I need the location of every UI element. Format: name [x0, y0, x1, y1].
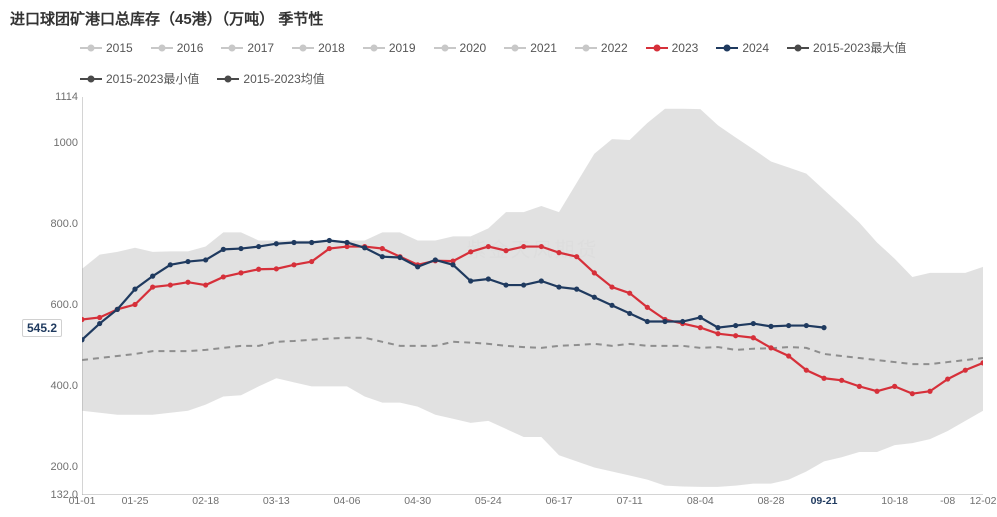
x-tick-label: 07-11 [617, 495, 643, 507]
legend-item: 2020 [434, 39, 487, 56]
value-callout: 545.2 [22, 319, 62, 337]
x-tick-label: 01-01 [69, 495, 96, 507]
legend-item: 2022 [575, 39, 628, 56]
legend-item: 2015 [80, 39, 133, 56]
x-tick-label: 08-04 [687, 495, 714, 507]
legend-item: 2019 [363, 39, 416, 56]
x-tick-label: 04-30 [404, 495, 431, 507]
legend-item: 2016 [151, 39, 204, 56]
legend-item: 2024 [716, 39, 769, 56]
legend-label: 2017 [247, 41, 274, 55]
y-tick-label: 600.0 [26, 299, 78, 311]
chart-container: 进口球团矿港口总库存（45港）（万吨） 季节性 2015 2016 2017 2018… [0, 0, 997, 517]
x-tick-label: -08 [940, 495, 955, 507]
y-tick-label: 1114 [26, 91, 78, 103]
legend: 2015 2016 2017 2018 2019 2020 2021 2022 2023 2024… [0, 33, 997, 91]
legend-item: 2015-2023最小值 [80, 70, 199, 87]
legend-label: 2020 [460, 41, 487, 55]
y-tick-label: 400.0 [26, 380, 78, 392]
legend-label: 2015-2023最小值 [106, 70, 199, 87]
legend-label: 2015 [106, 41, 133, 55]
x-tick-label: 02-18 [192, 495, 219, 507]
legend-label: 2019 [389, 41, 416, 55]
legend-label: 2021 [530, 41, 557, 55]
legend-item: 2018 [292, 39, 345, 56]
chart-title: 进口球团矿港口总库存（45港）（万吨） 季节性 [0, 0, 997, 33]
y-axis: 132.0200.0400.0600.0800.010001114 [26, 97, 78, 495]
x-tick-label: 03-13 [263, 495, 290, 507]
y-tick-label: 200.0 [26, 461, 78, 473]
legend-label: 2022 [601, 41, 628, 55]
legend-label: 2023 [672, 41, 699, 55]
chart-svg [82, 97, 983, 495]
x-axis: 01-0101-2502-1803-1304-0604-3005-2406-17… [82, 495, 983, 513]
legend-label: 2015-2023均值 [243, 70, 324, 87]
legend-label: 2024 [742, 41, 769, 55]
x-tick-label: 08-28 [758, 495, 785, 507]
x-tick-label: 05-24 [475, 495, 502, 507]
x-tick-label: 04-06 [334, 495, 361, 507]
legend-item: 2021 [504, 39, 557, 56]
legend-label: 2016 [177, 41, 204, 55]
legend-item: 2017 [221, 39, 274, 56]
y-tick-label: 800.0 [26, 218, 78, 230]
legend-item: 2015-2023最大值 [787, 39, 906, 56]
x-tick-label: 01-25 [122, 495, 149, 507]
legend-label: 2015-2023最大值 [813, 39, 906, 56]
x-tick-label: 10-18 [881, 495, 908, 507]
legend-label: 2018 [318, 41, 345, 55]
x-tick-label: 06-17 [546, 495, 573, 507]
y-tick-label: 1000 [26, 137, 78, 149]
plot-area: 紫金天风期货 132.0200.0400.0600.0800.010001114… [82, 97, 983, 495]
legend-item: 2023 [646, 39, 699, 56]
x-tick-label: 09-21 [811, 495, 838, 507]
x-tick-label: 12-02 [970, 495, 997, 507]
legend-item: 2015-2023均值 [217, 70, 324, 87]
